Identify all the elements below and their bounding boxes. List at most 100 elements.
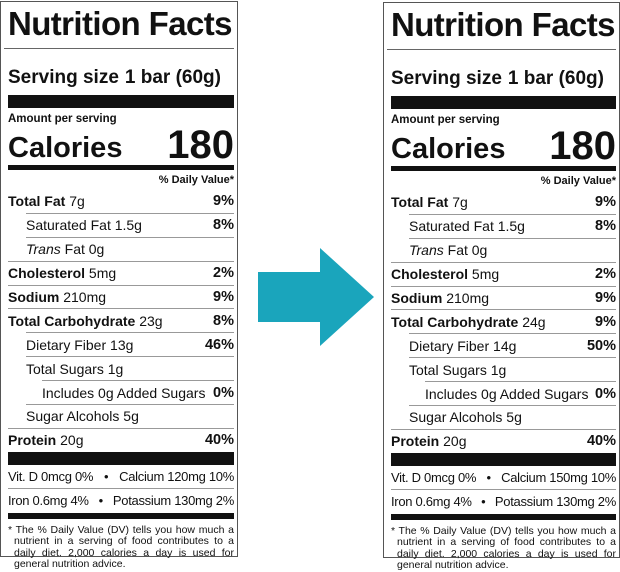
nutrient-name-group: Saturated Fat 1.5g — [409, 218, 525, 234]
thick-divider — [391, 452, 616, 466]
nutrient-amount: 1.5g — [497, 218, 525, 235]
nutrient-name: Total Fat — [8, 193, 66, 210]
nutrient-name: Cholesterol — [391, 266, 469, 283]
nutrient-amount: 5g — [506, 409, 522, 426]
serving-size: Serving size 1 bar (60g) — [387, 62, 616, 96]
nutrient-amount: 210mg — [63, 289, 107, 305]
vitamin-item: • — [104, 468, 109, 484]
nutrient-name-group: Protein 20g — [8, 432, 83, 448]
nutrient-name-group: Sodium 210mg — [8, 289, 106, 305]
vitamin-item: Iron 0.6mg 4% — [391, 493, 472, 509]
nutrient-name: Protein — [8, 432, 57, 449]
nutrient-name: Sodium — [391, 290, 443, 306]
nutrient-amount: Fat 0g — [447, 242, 488, 259]
nutrient-amount: 5mg — [88, 265, 117, 282]
nutrient-name-group: Total Fat 7g — [391, 194, 468, 210]
nutrient-name: Total Fat — [391, 194, 449, 211]
nutrient-row: Saturated Fat 1.5g 8% — [409, 213, 616, 238]
nutrient-row: Sodium 210mg 9% — [8, 284, 234, 309]
nutrient-row: Cholesterol 5mg 2% — [8, 260, 234, 285]
nutrient-name: Total Carbohydrate — [391, 313, 519, 330]
nutrient-daily-value: 50% — [586, 337, 616, 354]
nutrient-row: Total Fat 7g 9% — [391, 191, 616, 214]
nutrient-amount: 13g — [110, 336, 134, 353]
nutrient-daily-value: 9% — [213, 193, 234, 210]
nutrient-daily-value: 9% — [595, 290, 616, 306]
nutrient-amount: 23g — [139, 312, 163, 329]
nutrient-name: Includes 0g Added Sugars — [42, 384, 206, 401]
nutrient-name: Dietary Fiber — [26, 336, 107, 353]
nutrient-row: Protein 20g 40% — [391, 428, 616, 453]
nutrient-daily-value: 9% — [595, 194, 616, 211]
nutrient-row: Trans Fat 0g — [409, 237, 616, 262]
calories-label: Calories — [391, 133, 506, 165]
nutrient-name: Total Sugars — [409, 361, 487, 378]
vitamin-item: Calcium 120mg 10% — [119, 468, 234, 484]
nutrient-name: Saturated Fat — [409, 218, 494, 235]
nutrient-name-group: Protein 20g — [391, 433, 466, 449]
serving-size-label: Serving size — [391, 68, 502, 89]
nutrient-name: Sugar Alcohols — [409, 409, 503, 426]
nutrient-amount: 20g — [443, 433, 467, 450]
nutrient-daily-value: 8% — [213, 312, 234, 329]
vitamin-row: Iron 0.6mg 4% • Potassium 130mg 2% — [8, 487, 234, 512]
nutrient-row: Sugar Alcohols 5g — [409, 405, 616, 429]
nutrient-name-group: Includes 0g Added Sugars — [425, 386, 588, 402]
serving-size-value: 1 bar (60g) — [507, 68, 604, 89]
nutrient-name-group: Total Carbohydrate 23g — [8, 313, 163, 329]
nutrient-daily-value: 0% — [595, 385, 616, 402]
arrow-shape — [258, 248, 374, 346]
nutrient-name-group: Total Fat 7g — [8, 193, 85, 209]
nutrient-name-group: Total Sugars 1g — [26, 361, 123, 377]
nutrient-name: Sugar Alcohols — [26, 408, 120, 425]
nutrient-name-group: Saturated Fat 1.5g — [26, 217, 142, 233]
nutrient-name-group: Cholesterol 5mg — [391, 266, 499, 282]
nutrient-name: Protein — [391, 433, 440, 450]
nutrient-row: Total Sugars 1g — [409, 357, 616, 381]
nutrient-row: Cholesterol 5mg 2% — [391, 261, 616, 286]
nutrient-name-group: Cholesterol 5mg — [8, 265, 116, 281]
vitamin-item: • — [486, 469, 492, 485]
serving-size-value: 1 bar (60g) — [124, 67, 221, 88]
nutrient-daily-value: 9% — [213, 289, 234, 305]
calories-value: 180 — [549, 124, 616, 168]
nutrient-amount: 24g — [522, 313, 546, 330]
nutrient-name-group: Total Sugars 1g — [409, 362, 506, 378]
nutrient-name: Sodium — [8, 289, 60, 305]
vitamin-item: Potassium 130mg 2% — [494, 493, 616, 509]
label-title: Nutrition Facts — [391, 6, 615, 43]
vitamin-item: • — [481, 493, 486, 509]
nutrient-daily-value: 46% — [204, 336, 234, 353]
nutrient-name: Total Sugars — [26, 360, 104, 377]
vitamin-item: Potassium 130mg 2% — [112, 492, 234, 508]
divider — [387, 49, 616, 50]
nutrient-name-group: Trans Fat 0g — [26, 241, 104, 257]
nutrient-row: Trans Fat 0g — [26, 236, 234, 261]
vitamin-item: Iron 0.6mg 4% — [8, 492, 89, 508]
nutrient-amount: 7g — [452, 194, 468, 211]
nutrient-name-group: Sugar Alcohols 5g — [409, 409, 522, 425]
thick-divider — [8, 512, 234, 519]
calories-label: Calories — [8, 132, 123, 164]
nutrient-amount: 1g — [107, 360, 124, 377]
nutrient-row: Includes 0g Added Sugars 0% — [42, 380, 234, 404]
nutrient-daily-value: 40% — [586, 433, 616, 450]
medium-divider — [391, 166, 616, 171]
vitamin-item: Vit. D 0mcg 0% — [391, 469, 477, 485]
divider — [4, 48, 234, 49]
nutrient-name-group: Trans Fat 0g — [409, 242, 487, 258]
nutrient-amount: 1.5g — [114, 217, 142, 234]
footnote: * The % Daily Value (DV) tells you how m… — [391, 524, 616, 572]
amount-per-serving: Amount per serving — [8, 113, 117, 125]
nutrient-row: Total Carbohydrate 24g 9% — [391, 309, 616, 333]
nutrient-row: Sodium 210mg 9% — [391, 285, 616, 310]
nutrient-name: Dietary Fiber — [409, 337, 490, 354]
nutrient-amount: 210mg — [446, 290, 490, 306]
calories-row: Calories 180 — [4, 125, 234, 165]
nutrient-row: Dietary Fiber 13g 46% — [26, 332, 234, 356]
nutrient-row: Includes 0g Added Sugars 0% — [425, 381, 616, 405]
nutrient-name: Saturated Fat — [26, 217, 111, 234]
nutrient-amount: 1g — [490, 361, 507, 378]
nutrient-row: Sugar Alcohols 5g — [26, 404, 234, 428]
daily-value-header: % Daily Value* — [158, 174, 234, 186]
